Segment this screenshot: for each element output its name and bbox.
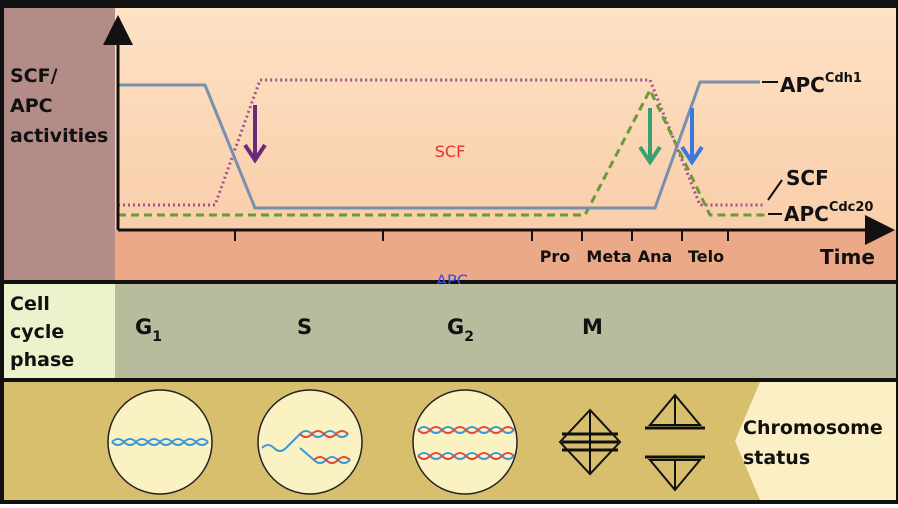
chromosome-label-bg: [735, 382, 896, 500]
axis-strip: [115, 230, 896, 280]
annotation: SCF: [435, 142, 466, 161]
phase: M: [582, 315, 603, 339]
cells: [108, 390, 517, 494]
phase: S: [297, 315, 312, 339]
x-label: Time: [820, 245, 875, 269]
diagram: SCF/ APC activities Pro Meta Ana Telo Ti…: [0, 0, 898, 504]
curve-label: SCF: [786, 166, 829, 190]
x-tick-label: Pro: [540, 247, 571, 266]
x-tick-label: Ana: [638, 247, 673, 266]
x-tick-label: Meta: [586, 247, 631, 266]
x-tick-label: Telo: [688, 247, 724, 266]
